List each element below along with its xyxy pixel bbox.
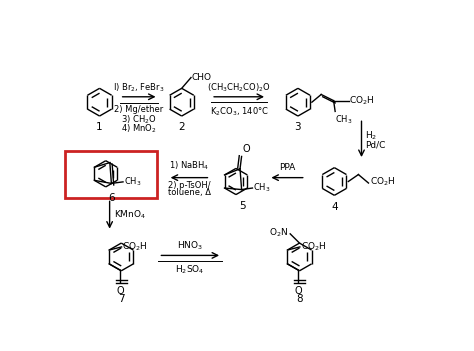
Text: 2) Mg/ether: 2) Mg/ether xyxy=(114,105,164,114)
Text: 2) p-TsOH/: 2) p-TsOH/ xyxy=(168,181,210,190)
Text: 8: 8 xyxy=(296,294,303,304)
Text: 4: 4 xyxy=(331,201,337,212)
Text: 4) MnO$_2$: 4) MnO$_2$ xyxy=(121,122,157,135)
Text: 1) NaBH$_4$: 1) NaBH$_4$ xyxy=(169,160,209,172)
Text: I) Br$_2$, FeBr$_3$: I) Br$_2$, FeBr$_3$ xyxy=(113,82,165,94)
Text: HNO$_3$: HNO$_3$ xyxy=(177,239,203,252)
Bar xyxy=(65,151,157,198)
Text: 3: 3 xyxy=(295,122,301,132)
Text: 7: 7 xyxy=(118,294,125,304)
Text: CH$_3$: CH$_3$ xyxy=(335,114,353,126)
Text: (CH$_3$CH$_2$CO)$_2$O: (CH$_3$CH$_2$CO)$_2$O xyxy=(207,82,271,94)
Text: 3) CH$_2$O: 3) CH$_2$O xyxy=(121,114,157,126)
Text: K$_2$CO$_3$, 140°C: K$_2$CO$_3$, 140°C xyxy=(210,105,269,118)
Text: toluene, Δ: toluene, Δ xyxy=(168,188,210,197)
Text: O: O xyxy=(294,286,302,296)
Text: O$_2$N: O$_2$N xyxy=(269,226,289,239)
Text: CO$_2$H: CO$_2$H xyxy=(122,241,148,253)
Text: PPA: PPA xyxy=(279,163,295,172)
Text: CO$_2$H: CO$_2$H xyxy=(349,94,374,107)
Text: 2: 2 xyxy=(178,122,185,132)
Text: CH$_3$: CH$_3$ xyxy=(253,182,271,194)
Text: 1: 1 xyxy=(96,122,103,132)
Text: H$_2$: H$_2$ xyxy=(365,129,378,141)
Text: O: O xyxy=(116,286,124,296)
Text: H$_2$SO$_4$: H$_2$SO$_4$ xyxy=(175,264,205,276)
Text: 6: 6 xyxy=(109,193,115,203)
Text: KMnO$_4$: KMnO$_4$ xyxy=(113,209,146,221)
Text: Pd/C: Pd/C xyxy=(365,140,386,149)
Text: O: O xyxy=(242,144,250,154)
Text: CH$_3$: CH$_3$ xyxy=(124,176,141,188)
Text: 5: 5 xyxy=(239,201,246,211)
Text: CO$_2$H: CO$_2$H xyxy=(301,241,326,253)
Text: CO$_2$H: CO$_2$H xyxy=(370,175,396,188)
Text: CHO: CHO xyxy=(192,73,212,82)
